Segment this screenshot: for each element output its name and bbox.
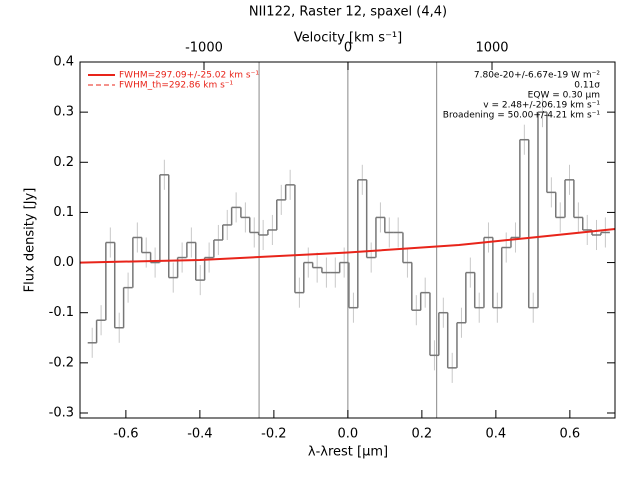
- annotation: v = 2.48+/-206.19 km s⁻¹: [483, 101, 600, 111]
- y-axis-label: Flux density [Jy]: [23, 188, 38, 293]
- x-tick-label: 0.2: [412, 427, 433, 442]
- fit-line: [79, 227, 616, 264]
- x2-tick-label: -1000: [185, 41, 223, 56]
- chart-title: NII122, Raster 12, spaxel (4,4): [249, 5, 447, 20]
- x2-axis-label: Velocity [km s⁻¹]: [294, 31, 402, 46]
- x-axis-label: λ-λrest [μm]: [308, 445, 388, 460]
- y-tick-label: 0.1: [53, 205, 74, 220]
- y-tick-label: -0.3: [49, 405, 74, 420]
- x-tick-label: -0.2: [261, 427, 286, 442]
- y-tick-label: -0.2: [49, 355, 74, 370]
- annotation: 0.11σ: [574, 81, 600, 91]
- annotation: Broadening = 50.00+/-4.21 km s⁻¹: [443, 111, 601, 121]
- x-tick-label: 0.4: [486, 427, 507, 442]
- plot-frame: [79, 61, 616, 419]
- x-tick-label: 0.6: [560, 427, 581, 442]
- annotation: 7.80e-20+/-6.67e-19 W m⁻²: [474, 71, 601, 81]
- y-tick-label: -0.1: [49, 305, 74, 320]
- y-tick-label: 0.2: [53, 155, 74, 170]
- annotation: EQW = 0.30 μm: [528, 91, 600, 101]
- legend-label: FWHM_th=292.86 km s⁻¹: [119, 81, 234, 91]
- y-tick-label: 0.0: [53, 255, 74, 270]
- x2-tick-label: 1000: [475, 41, 508, 56]
- y-tick-label: 0.4: [53, 55, 74, 70]
- x-tick-label: -0.6: [113, 427, 138, 442]
- legend-label: FWHM=297.09+/-25.02 km s⁻¹: [119, 71, 259, 81]
- x-tick-label: -0.4: [187, 427, 212, 442]
- x2-tick-label: 0: [344, 41, 352, 56]
- x-tick-label: 0.0: [338, 427, 359, 442]
- y-tick-label: 0.3: [53, 105, 74, 120]
